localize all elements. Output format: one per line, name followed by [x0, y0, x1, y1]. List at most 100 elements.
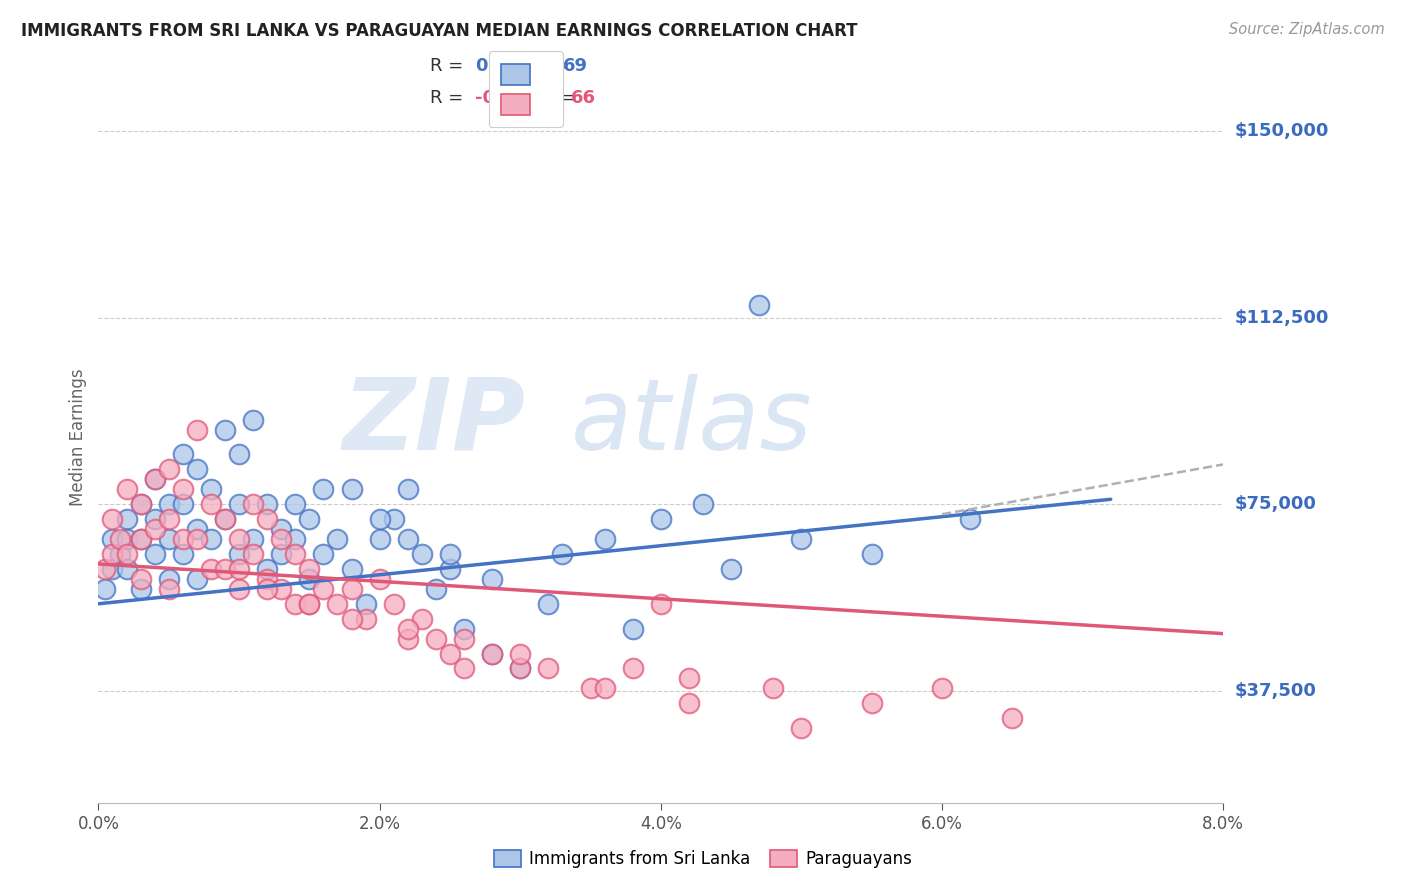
Point [228, 562, 250, 576]
Point [312, 582, 335, 596]
Point [129, 532, 152, 546]
Point [621, 661, 644, 675]
Point [143, 472, 166, 486]
Point [143, 472, 166, 486]
Point [270, 582, 292, 596]
Point [115, 562, 138, 576]
Point [411, 612, 433, 626]
Point [108, 532, 131, 546]
Point [157, 462, 180, 476]
Point [354, 597, 377, 611]
Point [1001, 711, 1024, 725]
Point [214, 423, 236, 437]
Point [537, 597, 560, 611]
Point [439, 547, 461, 561]
Point [298, 597, 321, 611]
Point [509, 661, 531, 675]
Point [186, 522, 208, 536]
Point [242, 547, 264, 561]
Point [214, 512, 236, 526]
Point [368, 532, 391, 546]
Point [298, 597, 321, 611]
Legend:  ,  : , [489, 51, 562, 128]
Point [186, 462, 208, 476]
Point [931, 681, 953, 696]
Point [228, 532, 250, 546]
Point [242, 532, 264, 546]
Point [326, 532, 349, 546]
Point [101, 547, 124, 561]
Point [453, 632, 475, 646]
Point [396, 622, 419, 636]
Point [200, 562, 222, 576]
Point [439, 562, 461, 576]
Point [326, 597, 349, 611]
Point [340, 612, 363, 626]
Point [115, 483, 138, 497]
Point [256, 572, 278, 586]
Point [340, 582, 363, 596]
Point [790, 532, 813, 546]
Point [284, 532, 307, 546]
Point [157, 582, 180, 596]
Text: $37,500: $37,500 [1234, 681, 1316, 700]
Point [340, 562, 363, 576]
Point [453, 622, 475, 636]
Point [228, 497, 250, 511]
Point [115, 547, 138, 561]
Point [396, 532, 419, 546]
Point [593, 681, 616, 696]
Point [621, 622, 644, 636]
Point [157, 572, 180, 586]
Point [172, 483, 194, 497]
Point [481, 572, 503, 586]
Point [340, 483, 363, 497]
Point [298, 512, 321, 526]
Point [551, 547, 574, 561]
Point [382, 512, 405, 526]
Point [242, 412, 264, 426]
Point [228, 448, 250, 462]
Point [860, 547, 883, 561]
Point [186, 423, 208, 437]
Point [94, 562, 117, 576]
Point [425, 582, 447, 596]
Point [270, 547, 292, 561]
Point [228, 582, 250, 596]
Point [214, 512, 236, 526]
Text: N =: N = [523, 56, 574, 75]
Point [396, 632, 419, 646]
Point [157, 497, 180, 511]
Point [790, 721, 813, 735]
Point [101, 532, 124, 546]
Text: -0.143: -0.143 [475, 89, 540, 107]
Point [186, 532, 208, 546]
Point [157, 512, 180, 526]
Text: 66: 66 [571, 89, 596, 107]
Point [284, 547, 307, 561]
Point [509, 661, 531, 675]
Point [411, 547, 433, 561]
Point [368, 572, 391, 586]
Point [298, 562, 321, 576]
Point [94, 582, 117, 596]
Legend: Immigrants from Sri Lanka, Paraguayans: Immigrants from Sri Lanka, Paraguayans [488, 843, 918, 875]
Point [396, 483, 419, 497]
Text: $75,000: $75,000 [1234, 495, 1316, 513]
Point [368, 512, 391, 526]
Point [108, 547, 131, 561]
Point [284, 597, 307, 611]
Point [200, 497, 222, 511]
Point [129, 532, 152, 546]
Point [481, 647, 503, 661]
Point [312, 483, 335, 497]
Point [256, 497, 278, 511]
Point [256, 582, 278, 596]
Point [692, 497, 714, 511]
Text: $112,500: $112,500 [1234, 309, 1329, 326]
Point [678, 696, 700, 710]
Point [101, 562, 124, 576]
Point [959, 512, 981, 526]
Point [129, 497, 152, 511]
Text: R =: R = [430, 56, 470, 75]
